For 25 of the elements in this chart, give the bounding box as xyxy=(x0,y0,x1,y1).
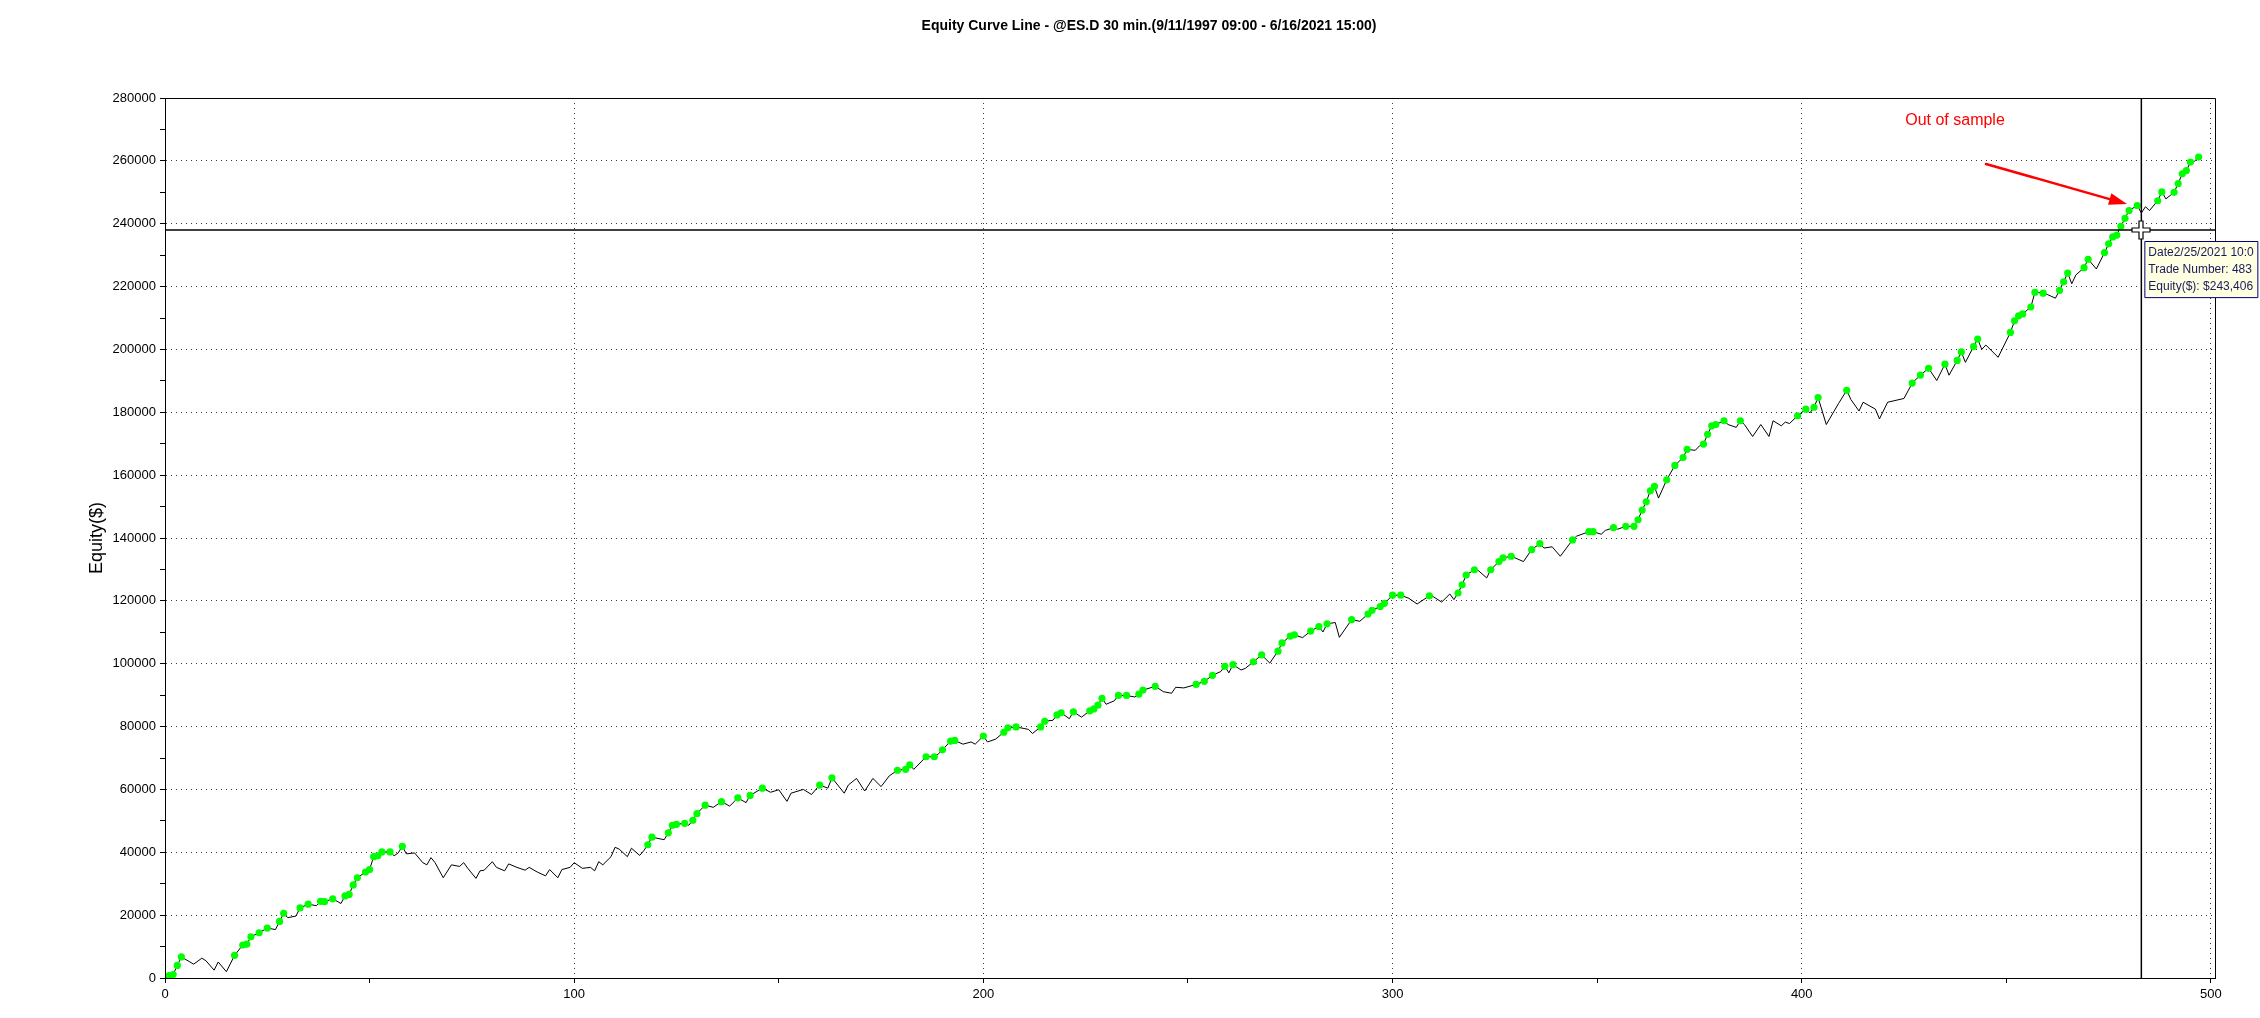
y-tick-label: 280000 xyxy=(112,89,156,105)
y-tick-label: 180000 xyxy=(112,403,156,419)
x-tick-label: 100 xyxy=(563,986,586,1002)
x-tick-label: 0 xyxy=(161,986,169,1002)
x-tick-label: 400 xyxy=(1790,986,1813,1002)
y-tick-label: 40000 xyxy=(119,843,156,859)
y-tick-label: 80000 xyxy=(119,718,156,734)
y-tick-label: 200000 xyxy=(112,341,156,357)
y-tick-label: 120000 xyxy=(112,592,156,608)
y-tick-label: 0 xyxy=(148,969,156,985)
y-tick-label: 100000 xyxy=(112,655,156,671)
x-tick-label: 200 xyxy=(972,986,995,1002)
y-tick-label: 60000 xyxy=(119,781,156,797)
x-tick-label: 300 xyxy=(1381,986,1404,1002)
y-tick-label: 220000 xyxy=(112,278,156,294)
annotation: Date2/25/2021 10:0 Trade Number: 483 Equity($): $243,406 xyxy=(2148,244,2255,293)
y-tick-label: 20000 xyxy=(119,906,156,922)
chart-title: Equity Curve Line - @ES.D 30 min.(9/11/1997 09:00 - 6/16/2021 15:00) xyxy=(921,16,1377,33)
y-tick-label: 240000 xyxy=(112,215,156,231)
annotation: Out of sample xyxy=(1905,111,2005,129)
y-tick-label: 140000 xyxy=(112,529,156,545)
y-tick-label: 160000 xyxy=(112,466,156,482)
x-tick-label: 500 xyxy=(2200,986,2222,1002)
y-axis-title: Equity($) xyxy=(85,501,106,575)
y-tick-label: 260000 xyxy=(112,152,156,168)
